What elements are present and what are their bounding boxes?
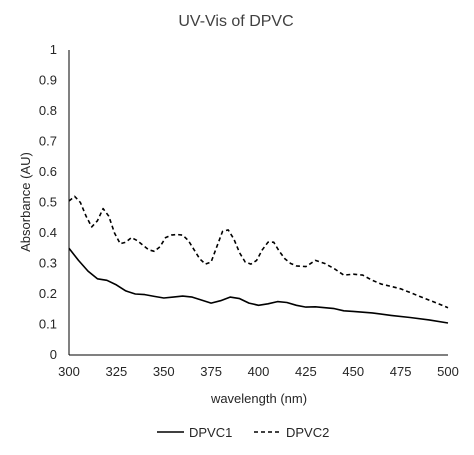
y-tick-label: 0.2 [39, 286, 57, 301]
y-tick-label: 0 [50, 347, 57, 362]
x-tick-label: 375 [200, 364, 222, 379]
y-tick-label: 0.1 [39, 317, 57, 332]
x-tick-labels: 300 325 350 375 400 425 450 475 500 [58, 364, 459, 379]
y-tick-label: 0.3 [39, 256, 57, 271]
x-tick-label: 475 [390, 364, 412, 379]
series-line-dpvc1 [68, 247, 449, 324]
chart-title: UV-Vis of DPVC [178, 13, 293, 30]
x-tick-label: 425 [295, 364, 317, 379]
y-axis-label: Absorbance (AU) [18, 152, 33, 252]
y-tick-labels: 0 0.1 0.2 0.3 0.4 0.5 0.6 0.7 0.8 0.9 1 [39, 42, 57, 362]
y-tick-label: 0.5 [39, 195, 57, 210]
y-tick-label: 0.8 [39, 103, 57, 118]
legend-label-dpvc1: DPVC1 [189, 425, 232, 440]
y-tick-label: 1 [50, 42, 57, 57]
x-tick-label: 500 [437, 364, 459, 379]
legend-label-dpvc2: DPVC2 [286, 425, 329, 440]
x-tick-label: 300 [58, 364, 80, 379]
series-layer [68, 195, 449, 324]
x-tick-label: 450 [342, 364, 364, 379]
series-line-dpvc2 [68, 195, 449, 309]
legend: DPVC1 DPVC2 [157, 425, 329, 440]
y-tick-label: 0.6 [39, 164, 57, 179]
y-tick-label: 0.9 [39, 73, 57, 88]
x-axis-label: wavelength (nm) [210, 391, 307, 406]
x-tick-label: 400 [248, 364, 270, 379]
x-tick-label: 350 [153, 364, 175, 379]
y-tick-label: 0.7 [39, 134, 57, 149]
y-tick-label: 0.4 [39, 225, 57, 240]
x-tick-label: 325 [106, 364, 128, 379]
